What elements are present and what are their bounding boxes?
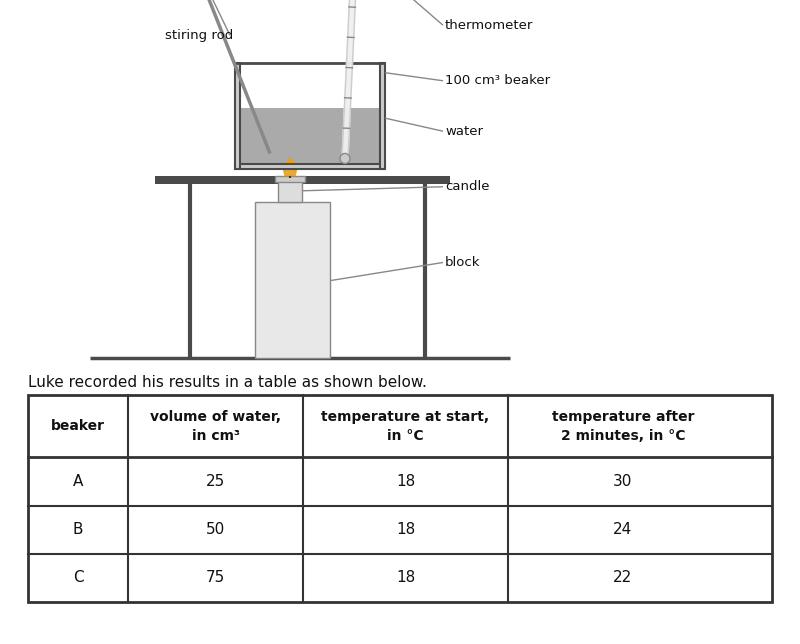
Text: thermometer: thermometer [445, 19, 534, 32]
Bar [380, 62, 385, 169]
Circle shape [340, 153, 350, 164]
Text: 50: 50 [206, 522, 225, 537]
Text: block: block [445, 256, 481, 269]
Text: in cm³: in cm³ [191, 430, 239, 443]
Bar [235, 164, 385, 169]
Text: 18: 18 [396, 571, 415, 585]
Text: 25: 25 [206, 474, 225, 489]
Text: in °C: in °C [387, 430, 424, 443]
Text: volume of water,: volume of water, [150, 410, 281, 424]
Bar [278, 180, 302, 202]
Bar [235, 62, 240, 169]
Text: B: B [73, 522, 83, 537]
Text: 24: 24 [614, 522, 633, 537]
Text: stiring rod: stiring rod [165, 29, 234, 42]
Bar [255, 202, 330, 358]
Text: 22: 22 [614, 571, 633, 585]
Text: 18: 18 [396, 522, 415, 537]
Text: 18: 18 [396, 474, 415, 489]
Text: A: A [73, 474, 83, 489]
Text: 2 minutes, in °C: 2 minutes, in °C [561, 430, 686, 443]
Bar [275, 176, 305, 182]
Polygon shape [283, 158, 297, 176]
Text: 75: 75 [206, 571, 225, 585]
Text: C: C [73, 571, 83, 585]
Text: beaker: beaker [51, 419, 105, 433]
Text: candle: candle [445, 180, 490, 193]
Text: Luke recorded his results in a table as shown below.: Luke recorded his results in a table as … [28, 375, 427, 390]
Polygon shape [342, 0, 358, 158]
Bar [155, 176, 450, 184]
Text: water: water [445, 125, 483, 138]
Text: temperature after: temperature after [552, 410, 694, 424]
Text: temperature at start,: temperature at start, [322, 410, 490, 424]
Bar [28, 395, 772, 602]
Text: 30: 30 [614, 474, 633, 489]
Bar [240, 108, 380, 164]
Text: 100 cm³ beaker: 100 cm³ beaker [445, 74, 550, 87]
